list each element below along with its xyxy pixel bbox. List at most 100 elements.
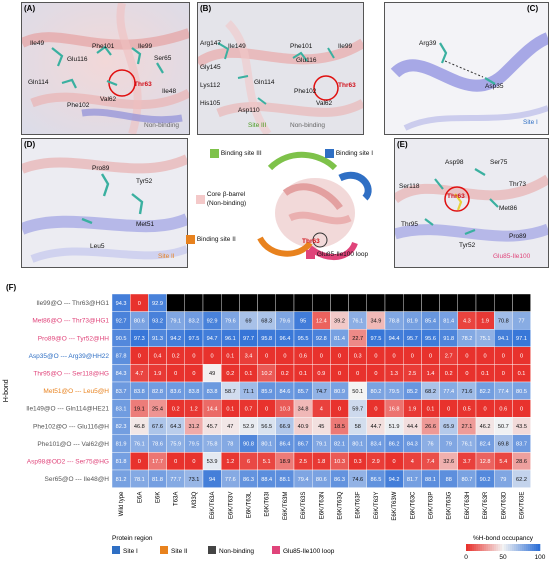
residue-label: Val62 <box>316 100 333 107</box>
residue-label: Asp35 <box>485 83 504 90</box>
heatmap-cell-value: 88.1 <box>279 477 290 483</box>
heatmap-y-axis-label: H-bond <box>3 379 10 402</box>
heatmap-cell-value: 18.9 <box>279 459 290 465</box>
heatmap-cell-value: 0 <box>502 371 505 377</box>
heatmap-cell-value: 12.8 <box>480 459 491 465</box>
heatmap-cell-value: 2.9 <box>372 459 380 465</box>
heatmap-cell-value: 50.7 <box>498 424 509 430</box>
heatmap-cell-value: 77.6 <box>225 477 236 483</box>
callout-label: Glu85-Ile100 loop <box>316 251 369 259</box>
colorbar-segment <box>510 544 513 551</box>
heatmap-cell-value: 78 <box>227 442 233 448</box>
heatmap-cell-value: 92.7 <box>116 318 127 324</box>
heatmap-cell-value: 25.4 <box>152 406 163 412</box>
heatmap-cell-value: 1.2 <box>226 459 234 465</box>
site-label: Site III <box>248 122 267 129</box>
heatmap-cell-value: 6 <box>247 459 250 465</box>
heatmap-cell-value: 82.1 <box>334 442 345 448</box>
colorbar-segment <box>478 544 481 551</box>
heatmap-cell-value: 80.7 <box>461 477 472 483</box>
heatmap-cell-value: 59.7 <box>352 406 363 412</box>
heatmap-cell-value: 85.9 <box>261 389 272 395</box>
panel-a: (A) Ile49 Phe101 Ile99 Glu116 Ser65 Gln1… <box>21 2 190 135</box>
colorbar-segment <box>480 544 483 551</box>
heatmap-cell-value: 58 <box>355 424 361 430</box>
residue-label: Pro89 <box>92 165 110 172</box>
heatmap-cell-value: 45 <box>318 424 324 430</box>
heatmap-cell-value: 0.1 <box>518 371 526 377</box>
panel-b: (B) Arg147 Ile149 Phe101 Ile99 Gly145 Gl… <box>197 2 364 135</box>
heatmap-cell-value: 86.7 <box>298 442 309 448</box>
overview-structure-image <box>257 151 372 260</box>
heatmap-column-label: E6K/T63R <box>483 491 489 519</box>
heatmap-cell-value: 94.3 <box>116 301 127 307</box>
heatmap-row-label: Thr95@O --- Ser118@HG <box>33 371 109 378</box>
residue-label: Val62 <box>100 96 117 103</box>
heatmap-cell-value: 79.6 <box>279 318 290 324</box>
callout-binding-site-ii: Binding site II <box>186 235 236 244</box>
heatmap-column-label: Wild type <box>119 491 125 516</box>
heatmap-cell <box>275 293 295 312</box>
colorbar-segment <box>504 544 507 551</box>
heatmap-cell-value: 81.8 <box>152 477 163 483</box>
heatmap-cell-value: 28.6 <box>516 459 527 465</box>
colorbar-segment <box>538 544 541 551</box>
colorbar-segment <box>520 544 523 551</box>
residue-label: Gly145 <box>200 64 221 71</box>
heatmap-cell-value: 0.2 <box>445 371 453 377</box>
residue-label: Ile99 <box>338 43 353 50</box>
heatmap-cell-value: 80.6 <box>134 318 145 324</box>
heatmap-cell-value: 0.1 <box>427 406 435 412</box>
colorbar-segment <box>500 544 503 551</box>
heatmap-cell-value: 0 <box>520 354 523 360</box>
heatmap-cell-value: 0 <box>265 406 268 412</box>
residue-label: Met86 <box>499 205 518 212</box>
heatmap-cell-value: 10.2 <box>261 371 272 377</box>
heatmap-cell-value: 79 <box>500 477 506 483</box>
heatmap-cell-value: 71.6 <box>461 389 472 395</box>
heatmap-row-label: Pro89@O --- Tyr52@HH <box>38 335 110 342</box>
heatmap-cell-value: 0 <box>484 354 487 360</box>
heatmap-cell-value: 97.5 <box>370 336 381 342</box>
site-label: Site I <box>523 119 538 126</box>
panel-e-structure-image <box>395 139 548 267</box>
residue-label: His105 <box>200 100 221 107</box>
heatmap-cell-value: 46.8 <box>134 424 145 430</box>
heatmap-cell-value: 83.8 <box>188 389 199 395</box>
heatmap-cell <box>384 293 404 312</box>
overview-thr63-label: Thr63 <box>302 238 320 245</box>
heatmap-cell-value: 84.6 <box>279 389 290 395</box>
residue-label: Gln114 <box>254 79 275 86</box>
heatmap-cell <box>475 293 495 312</box>
residue-label: Phe102 <box>67 102 90 109</box>
heatmap-cell-value: 1.4 <box>427 371 435 377</box>
heatmap-cell-value: 39.2 <box>334 318 345 324</box>
heatmap-cell-value: 56.5 <box>261 424 272 430</box>
heatmap-cell-value: 3.4 <box>245 354 253 360</box>
heatmap-cell-value: 0.4 <box>154 354 162 360</box>
heatmap-column-label: E6K/T63P <box>429 492 435 519</box>
callout-label: Binding site II <box>196 236 236 244</box>
heatmap-column-label: E6K <box>156 492 162 503</box>
heatmap-cell-value: 0.1 <box>299 371 307 377</box>
heatmap-cell-value: 95.6 <box>425 336 436 342</box>
heatmap-cell-value: 95.8 <box>261 336 272 342</box>
heatmap-cell-value: 95.5 <box>298 336 309 342</box>
heatmap-cell-value: 5.1 <box>263 459 271 465</box>
heatmap-cell-value: 0 <box>356 371 359 377</box>
heatmap-cell-value: 0.2 <box>226 371 234 377</box>
heatmap-cell-value: 62.2 <box>516 477 527 483</box>
heatmap-cell-value: 0 <box>174 371 177 377</box>
heatmap-cell-value: 65.9 <box>443 424 454 430</box>
heatmap-column-label: E6K/T63C <box>410 491 416 519</box>
heatmap-cell-value: 81.7 <box>407 477 418 483</box>
heatmap-cell-value: 69 <box>245 318 251 324</box>
heatmap-cell-value: 0 <box>138 301 141 307</box>
colorbar-segment <box>484 544 487 551</box>
heatmap-cell-value: 0 <box>283 354 286 360</box>
heatmap-cell-value: 71.1 <box>243 389 254 395</box>
heatmap-cell-value: 90.2 <box>480 477 491 483</box>
colorbar-segment <box>482 544 485 551</box>
residue-label-highlight: Thr63 <box>447 193 465 200</box>
callout-label: Binding site III <box>220 150 262 158</box>
